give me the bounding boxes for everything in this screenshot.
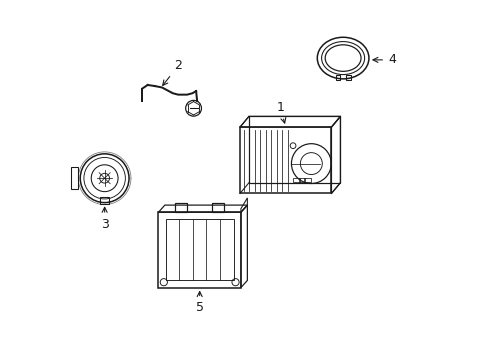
Text: 5: 5	[195, 292, 203, 314]
Text: 4: 4	[372, 53, 395, 66]
Text: 1: 1	[276, 101, 285, 123]
Text: 3: 3	[101, 207, 108, 231]
Text: 2: 2	[163, 59, 182, 85]
